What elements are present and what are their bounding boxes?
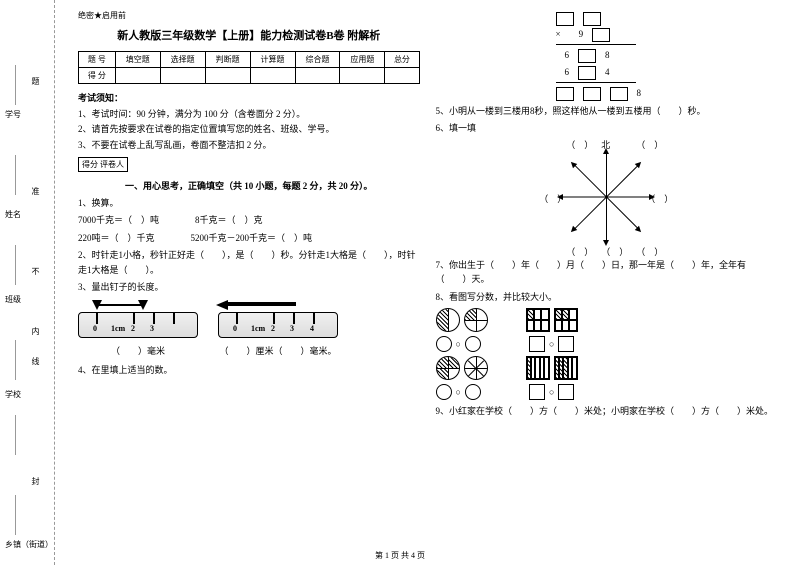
fraction-diagrams: ○ ○ ○ ○ xyxy=(436,308,778,400)
ruler2-caption: （ ）厘米（ ）毫米。 xyxy=(218,344,338,357)
page-footer: 第 1 页 共 4 页 xyxy=(0,550,800,561)
compass-north: 北 xyxy=(601,138,610,151)
section1-head: 一、用心思考，正确填空（共 10 小题，每题 2 分，共 20 分）。 xyxy=(78,179,420,192)
scorer-box: 得分 评卷人 xyxy=(78,157,128,172)
note-1: 1、考试时间：90 分钟，满分为 100 分（含卷面分 2 分）。 xyxy=(78,108,420,122)
th-num: 题 号 xyxy=(79,52,116,68)
hint-line: 线 xyxy=(30,357,41,365)
hint-no: 不 xyxy=(30,267,41,275)
th-total: 总分 xyxy=(385,52,419,68)
th-app: 应用题 xyxy=(340,52,385,68)
th-judge: 判断题 xyxy=(205,52,250,68)
q4: 4、在里填上适当的数。 xyxy=(78,363,420,377)
bind-label-class: 班级 xyxy=(5,294,21,305)
bind-label-school: 学校 xyxy=(5,389,21,400)
q9: 9、小红家在学校（ ）方（ ）米处；小明家在学校（ ）方（ ）米处。 xyxy=(436,404,778,418)
score-table: 题 号 填空题 选择题 判断题 计算题 综合题 应用题 总分 得 分 xyxy=(78,51,420,84)
main-content: 绝密★启用前 新人教版三年级数学【上册】能力检测试卷B卷 附解析 题 号 填空题… xyxy=(55,0,800,565)
ruler-2: 0 1cm 2 3 4 （ ）厘米（ ）毫米。 xyxy=(218,300,338,357)
left-column: 绝密★启用前 新人教版三年级数学【上册】能力检测试卷B卷 附解析 题 号 填空题… xyxy=(70,10,428,560)
th-choice: 选择题 xyxy=(160,52,205,68)
bind-label-name: 姓名 xyxy=(5,209,21,220)
th-comp: 综合题 xyxy=(295,52,340,68)
bind-label-township: 乡镇（街道） xyxy=(5,539,53,550)
q1-line2: 220吨＝（ ）千克 5200千克－200千克＝（ ）吨 xyxy=(78,231,420,245)
bind-label-id: 学号 xyxy=(5,109,21,120)
q6: 6、填一填 xyxy=(436,121,778,135)
th-calc: 计算题 xyxy=(250,52,295,68)
q8: 8、看图写分数，并比较大小。 xyxy=(436,290,778,304)
th-fill: 填空题 xyxy=(115,52,160,68)
ruler1-caption: （ ）毫米 xyxy=(78,344,198,357)
q1-label: 1、换算。 xyxy=(78,196,420,210)
note-2: 2、请首先按要求在试卷的指定位置填写您的姓名、班级、学号。 xyxy=(78,123,420,137)
hint-inner: 内 xyxy=(30,327,41,335)
note-3: 3、不要在试卷上乱写乱画，卷面不整洁扣 2 分。 xyxy=(78,139,420,153)
ruler-row: 0 1cm 2 3 （ ）毫米 0 1cm xyxy=(78,300,420,357)
q2: 2、时针走1小格，秒针正好走（ ），是（ ）秒。分针走1大格是（ ），时针走1大… xyxy=(78,248,420,277)
binding-margin: 乡镇（街道） 封 学校 线 班级 内 不 姓名 准 学号 题 xyxy=(0,0,55,565)
exam-notes: 考试须知： 1、考试时间：90 分钟，满分为 100 分（含卷面分 2 分）。 … xyxy=(78,92,420,152)
q3: 3、量出钉子的长度。 xyxy=(78,280,420,294)
secret-mark: 绝密★启用前 xyxy=(78,10,420,21)
q5: 5、小明从一楼到三楼用8秒，照这样他从一楼到五楼用（ ）秒。 xyxy=(436,104,778,118)
exam-title: 新人教版三年级数学【上册】能力检测试卷B卷 附解析 xyxy=(78,27,420,43)
compass-diagram: 北 （ ） （ ） （ ） （ ） （ ） （ ） （ ） xyxy=(551,142,661,252)
hint-allow: 准 xyxy=(30,187,41,195)
right-column: × 9 6 8 6 4 8 5、小明从一楼到三楼用8秒，照这样他从一楼到五楼用（… xyxy=(428,10,786,560)
q1-line1: 7000千克＝（ ）吨 8千克＝（ ）克 xyxy=(78,213,420,227)
notes-title: 考试须知： xyxy=(78,92,420,106)
hint-seal: 封 xyxy=(30,477,41,485)
hint-ti: 题 xyxy=(30,77,41,85)
multiplication-block: × 9 6 8 6 4 8 xyxy=(556,10,778,101)
ruler-1: 0 1cm 2 3 （ ）毫米 xyxy=(78,300,198,357)
q7: 7、你出生于（ ）年（ ）月（ ）日，那一年是（ ）年，全年有（ ）天。 xyxy=(436,258,778,287)
row-score: 得 分 xyxy=(79,68,116,84)
